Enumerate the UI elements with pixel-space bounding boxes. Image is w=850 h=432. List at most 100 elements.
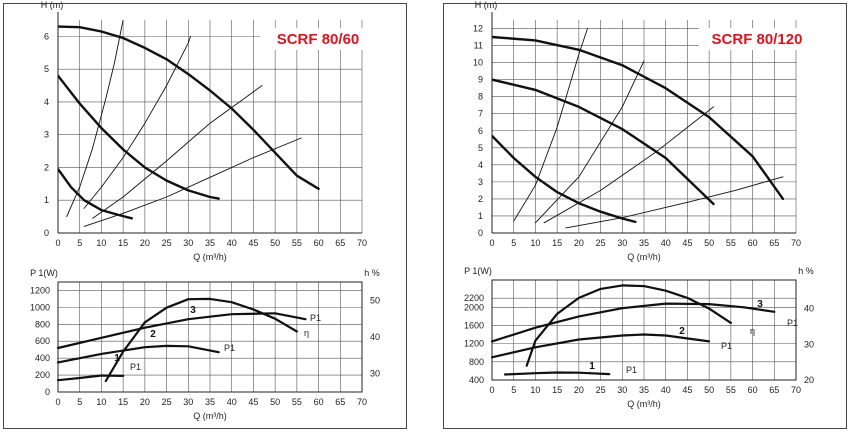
x-axis-title: Q (m³/h) [627, 252, 661, 262]
system-curve-4 [66, 20, 124, 218]
y-tick-label: 1000 [30, 302, 50, 312]
chart-title: SCRF 80/120 [712, 31, 803, 48]
power-curve-1 [503, 371, 611, 376]
y-tick-label: 7 [478, 109, 483, 119]
right-tick-label: 40 [370, 332, 380, 342]
curve-number-label: 2 [150, 329, 156, 340]
head-curve-1 [58, 25, 320, 191]
y-tick-label: 400 [35, 353, 50, 363]
x-tick-label: 65 [335, 238, 345, 248]
x-tick-label: 10 [530, 238, 540, 248]
x-tick-label: 20 [140, 238, 150, 248]
x-tick-label: 15 [552, 238, 562, 248]
y-tick-label: 0 [44, 228, 49, 238]
x-tick-label: 10 [96, 397, 106, 407]
y-tick-label: 1200 [30, 285, 50, 295]
power-curve-1 [56, 374, 125, 382]
y-axis-title: H (m) [475, 0, 498, 10]
x-tick-label: 0 [55, 238, 60, 248]
x-tick-label: 55 [726, 238, 736, 248]
y-tick-label: 0 [478, 228, 483, 238]
x-tick-label: 50 [704, 238, 714, 248]
x-tick-label: 20 [574, 385, 584, 395]
y-tick-label: 9 [478, 75, 483, 85]
system-curve-7 [565, 176, 784, 229]
x-tick-label: 15 [118, 238, 128, 248]
power-curve-3 [490, 302, 776, 343]
y-tick-label: 2 [478, 194, 483, 204]
title-backing [699, 28, 815, 50]
power-axis-title: P 1(W) [464, 266, 492, 276]
y-tick-label: 6 [478, 126, 483, 136]
efficiency-label: η [304, 328, 309, 338]
x-tick-label: 10 [96, 238, 106, 248]
y-tick-label: 12 [473, 24, 483, 34]
right-tick-label: 20 [804, 375, 814, 385]
chart-title: SCRF 80/60 [277, 31, 360, 48]
x-tick-label: 30 [617, 238, 627, 248]
x-tick-label: 35 [639, 385, 649, 395]
y-tick-label: 1600 [464, 320, 484, 330]
x-tick-label: 50 [704, 385, 714, 395]
system-curve-7 [83, 137, 302, 227]
x-tick-label: 10 [530, 385, 540, 395]
power-curve-2 [56, 344, 220, 364]
x-tick-label: 0 [489, 238, 494, 248]
y-tick-label: 1 [44, 195, 49, 205]
y-tick-label: 2200 [464, 293, 484, 303]
x-tick-label: 25 [596, 385, 606, 395]
efficiency-curve [525, 284, 733, 367]
power-axes-frame [57, 281, 363, 393]
y-axis-title: H (m) [41, 0, 64, 10]
panel-frame [3, 3, 407, 429]
y-tick-label: 400 [469, 375, 484, 385]
system-curve-5 [83, 35, 191, 209]
y-tick-label: 8 [478, 92, 483, 102]
power-curve-2 [490, 333, 711, 359]
x-axis-title: Q (m³/h) [627, 399, 661, 409]
x-tick-label: 5 [77, 397, 82, 407]
x-tick-label: 0 [55, 397, 60, 407]
x-tick-label: 60 [314, 397, 324, 407]
head-curve-3 [58, 167, 134, 220]
x-tick-label: 20 [574, 238, 584, 248]
efficiency-label: η [750, 326, 755, 336]
power-series-label: P1 [224, 343, 235, 353]
y-tick-label: 4 [44, 97, 49, 107]
x-tick-label: 15 [552, 385, 562, 395]
x-tick-label: 40 [227, 397, 237, 407]
y-tick-label: 4 [478, 160, 483, 170]
x-tick-label: 70 [357, 397, 367, 407]
right-tick-label: 30 [804, 339, 814, 349]
y-tick-label: 3 [478, 177, 483, 187]
head-curve-2 [492, 78, 715, 206]
x-tick-label: 30 [183, 238, 193, 248]
title-backing [260, 28, 376, 50]
x-tick-label: 20 [140, 397, 150, 407]
curve-number-label: 1 [589, 361, 595, 372]
x-tick-label: 55 [292, 238, 302, 248]
x-tick-label: 65 [335, 397, 345, 407]
efficiency-axis-title: h % [364, 268, 380, 278]
x-tick-label: 45 [682, 385, 692, 395]
power-curve-3 [56, 312, 307, 350]
x-tick-label: 30 [183, 397, 193, 407]
curve-number-label: 3 [757, 299, 763, 310]
x-tick-label: 60 [748, 385, 758, 395]
x-tick-label: 45 [682, 238, 692, 248]
x-tick-label: 65 [769, 385, 779, 395]
power-axes-frame [491, 279, 797, 381]
head-curve-2 [58, 74, 220, 200]
x-tick-label: 0 [489, 385, 494, 395]
power-axis-title: P 1(W) [30, 268, 58, 278]
right-tick-label: 30 [370, 369, 380, 379]
x-tick-label: 35 [639, 238, 649, 248]
head-curve-1 [492, 35, 785, 201]
x-tick-label: 25 [162, 397, 172, 407]
y-tick-label: 600 [35, 336, 50, 346]
x-tick-label: 5 [77, 238, 82, 248]
power-series-label: P1 [626, 365, 637, 375]
head-curve-3 [492, 134, 637, 224]
efficiency-curve [104, 297, 298, 383]
